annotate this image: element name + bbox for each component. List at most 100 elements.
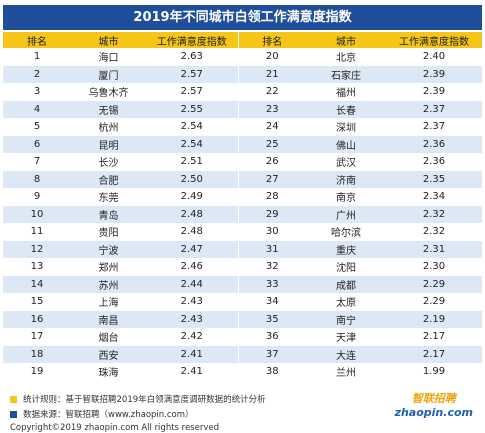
header-cell: 排名 xyxy=(3,32,71,48)
table-row: 7 长沙 2.51 26 武汉 2.36 xyxy=(3,153,482,171)
table-cell: 28 xyxy=(237,188,306,206)
table-cell: 2.17 xyxy=(422,331,446,343)
table-row: 19 珠海 2.41 38 兰州 1.99 xyxy=(3,363,482,381)
table-cell: 南京 xyxy=(336,193,356,205)
table-cell: 35 xyxy=(237,310,306,328)
table-cell: 2.47 xyxy=(146,240,238,258)
table-cell: 11 xyxy=(30,226,44,238)
table-cell: 宁波 xyxy=(71,240,146,258)
table-cell: 2.34 xyxy=(422,191,446,203)
table-cell: 昆明 xyxy=(71,135,146,153)
table-cell: 38 xyxy=(237,363,306,381)
table-cell: 12 xyxy=(3,240,71,258)
table-cell: 2.19 xyxy=(386,310,482,328)
table-cell: 13 xyxy=(30,261,44,273)
table-row: 17 烟台 2.42 36 天津 2.17 xyxy=(3,328,482,346)
table-cell: 重庆 xyxy=(306,240,386,258)
table-cell: 2.44 xyxy=(146,275,238,293)
table-cell: 2.54 xyxy=(146,135,238,153)
table-cell: 2.39 xyxy=(422,86,446,98)
table-title: 2019年不同城市白领工作满意度指数 xyxy=(3,5,482,30)
table-cell: 32 xyxy=(237,258,306,276)
header-cell: 工作满意度指数 xyxy=(146,32,238,48)
table-cell: 36 xyxy=(237,328,306,346)
table-cell: 21 xyxy=(237,65,306,83)
table-cell: 9 xyxy=(33,191,41,203)
logo-en: zhaopin.com xyxy=(394,406,473,419)
table-cell: 无锡 xyxy=(71,100,146,118)
table-cell: 14 xyxy=(3,275,71,293)
table-cell: 广州 xyxy=(306,205,386,223)
footer-copyright: Copyright©2019 zhaopin.com All rights re… xyxy=(10,423,220,433)
table-cell: 苏州 xyxy=(71,275,146,293)
table-cell: 2.55 xyxy=(146,100,238,118)
table-row: 11 贵阳 2.48 30 哈尔滨 2.32 xyxy=(3,223,482,241)
table-row: 9 东莞 2.49 28 南京 2.34 xyxy=(3,188,482,206)
table-cell: 2.43 xyxy=(180,296,203,308)
table-cell: 31 xyxy=(237,240,306,258)
table-row: 16 南昌 2.43 35 南宁 2.19 xyxy=(3,310,482,328)
table-cell: 2.41 xyxy=(146,345,238,363)
table-cell: 成都 xyxy=(306,275,386,293)
table-cell: 2.63 xyxy=(180,51,203,63)
header-row: 排名 城市 工作满意度指数 排名 城市 工作满意度指数 xyxy=(3,32,482,48)
table-row: 2 厦门 2.57 21 石家庄 2.39 xyxy=(3,65,482,83)
ranking-table: 排名 城市 工作满意度指数 排名 城市 工作满意度指数 1 海口 2.63 20 北京 2.40 2 厦… xyxy=(3,32,482,381)
table-cell: 37 xyxy=(237,345,306,363)
table-cell: 15 xyxy=(30,296,44,308)
table-cell: 2.32 xyxy=(386,205,482,223)
table-cell: 7 xyxy=(33,156,41,168)
table-cell: 天津 xyxy=(336,333,356,345)
table-cell: 24 xyxy=(237,118,306,136)
header-cell: 城市 xyxy=(71,32,146,48)
table-cell: 2.37 xyxy=(386,100,482,118)
table-cell: 26 xyxy=(237,153,306,171)
table-cell: 南昌 xyxy=(71,310,146,328)
header-cell: 城市 xyxy=(306,32,386,48)
table-cell: 2.46 xyxy=(180,261,203,273)
table-cell: 2.41 xyxy=(180,366,203,378)
table-cell: 大连 xyxy=(306,345,386,363)
table-cell: 29 xyxy=(237,205,306,223)
table-cell: 2.50 xyxy=(146,170,238,188)
table-cell: 23 xyxy=(237,100,306,118)
table-cell: 兰州 xyxy=(336,368,356,380)
table-cell: 西安 xyxy=(71,345,146,363)
table-row: 5 杭州 2.54 24 深圳 2.37 xyxy=(3,118,482,136)
table-cell: 16 xyxy=(3,310,71,328)
table-cell: 2.40 xyxy=(422,51,446,63)
table-cell: 19 xyxy=(30,366,44,378)
table-cell: 深圳 xyxy=(336,123,356,135)
table-cell: 2.29 xyxy=(386,275,482,293)
table-cell: 东莞 xyxy=(98,193,119,205)
table-cell: 2.32 xyxy=(422,226,446,238)
table-cell: 长沙 xyxy=(98,158,119,170)
table-cell: 太原 xyxy=(336,298,356,310)
table-cell: 2.36 xyxy=(386,135,482,153)
table-cell: 2.48 xyxy=(180,226,203,238)
table-cell: 18 xyxy=(3,345,71,363)
table-row: 18 西安 2.41 37 大连 2.17 xyxy=(3,345,482,363)
table-cell: 34 xyxy=(237,293,306,311)
table-row: 1 海口 2.63 20 北京 2.40 xyxy=(3,48,482,66)
table-cell: 1.99 xyxy=(422,366,446,378)
table-cell: 贵阳 xyxy=(98,228,119,240)
table-cell: 石家庄 xyxy=(306,65,386,83)
table-cell: 2.51 xyxy=(180,156,203,168)
table-cell: 10 xyxy=(3,205,71,223)
table-cell: 南宁 xyxy=(306,310,386,328)
table-cell: 22 xyxy=(237,83,306,101)
table-cell: 20 xyxy=(237,48,306,66)
table-cell: 沈阳 xyxy=(336,263,356,275)
table-cell: 武汉 xyxy=(336,158,356,170)
table-cell: 2.29 xyxy=(422,296,446,308)
table-cell: 福州 xyxy=(336,88,356,100)
table-row: 13 郑州 2.46 32 沈阳 2.30 xyxy=(3,258,482,276)
table-row: 3 乌鲁木齐 2.57 22 福州 2.39 xyxy=(3,83,482,101)
table-cell: 8 xyxy=(3,170,71,188)
table-cell: 珠海 xyxy=(98,368,119,380)
table-cell: 2.42 xyxy=(180,331,203,343)
logo-cn: 智联招聘 xyxy=(411,392,456,405)
table-cell: 2.57 xyxy=(146,65,238,83)
table-cell: 烟台 xyxy=(98,333,119,345)
